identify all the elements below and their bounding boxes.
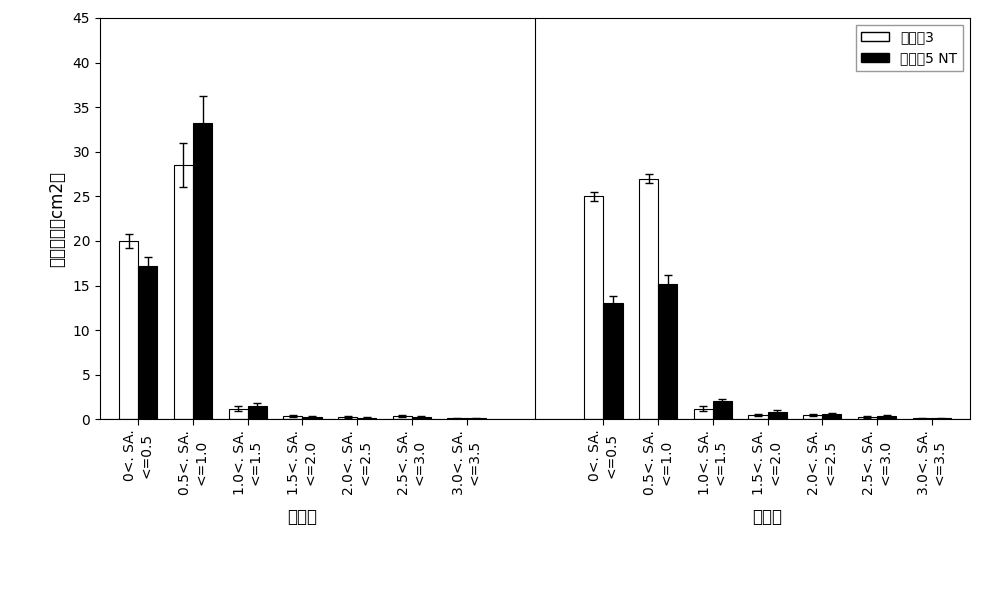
Bar xyxy=(639,179,658,419)
Bar xyxy=(138,266,157,419)
Bar xyxy=(658,284,677,419)
Text: 对照组: 对照组 xyxy=(287,507,317,525)
Bar xyxy=(302,417,322,419)
Bar xyxy=(748,415,768,419)
Bar xyxy=(603,303,623,419)
Bar xyxy=(584,196,603,419)
Bar xyxy=(803,415,822,419)
Bar xyxy=(119,241,138,419)
Y-axis label: 根表面积（cm2）: 根表面积（cm2） xyxy=(48,171,66,267)
Text: 处理组: 处理组 xyxy=(753,507,783,525)
Bar xyxy=(822,414,841,419)
Bar xyxy=(338,417,357,419)
Bar xyxy=(229,409,248,419)
Bar xyxy=(193,123,212,419)
Bar xyxy=(713,401,732,419)
Bar xyxy=(283,416,302,419)
Bar xyxy=(248,406,267,419)
Bar xyxy=(768,412,787,419)
Bar xyxy=(694,409,713,419)
Bar xyxy=(393,416,412,419)
Bar xyxy=(877,416,896,419)
Bar xyxy=(174,165,193,419)
Legend: 转基因3, 转基因5 NT: 转基因3, 转基因5 NT xyxy=(856,25,963,71)
Bar xyxy=(357,418,376,419)
Bar xyxy=(858,417,877,419)
Bar xyxy=(412,417,431,419)
